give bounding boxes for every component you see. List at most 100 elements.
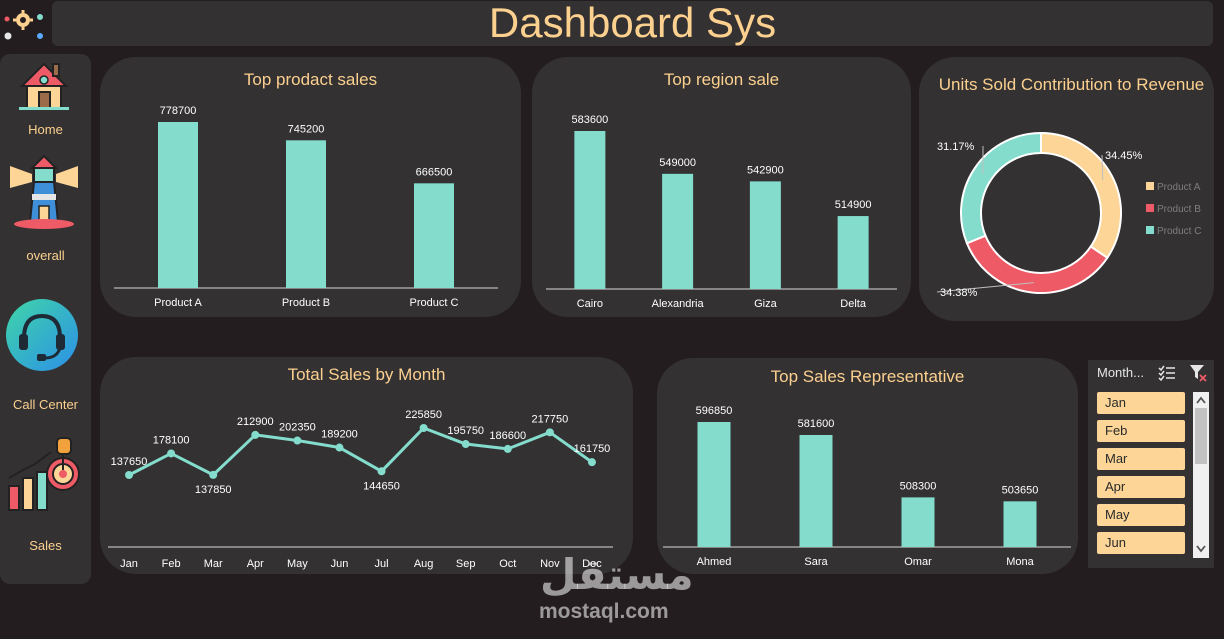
sidebar-item-call-center[interactable]: Call Center <box>0 292 91 416</box>
data-label: 549000 <box>659 157 696 169</box>
data-label: 202350 <box>279 422 316 434</box>
percent-label: 34.38% <box>940 287 978 299</box>
data-label: 161750 <box>574 443 611 455</box>
donut-slice <box>960 131 1042 245</box>
slicer-item-jun[interactable]: Jun <box>1097 532 1185 554</box>
x-tick-label: Omar <box>904 556 932 568</box>
watermark: mostaql.com <box>539 600 669 623</box>
scroll-down-icon[interactable] <box>1196 545 1206 553</box>
data-point <box>125 471 134 479</box>
data-label: 778700 <box>160 105 197 117</box>
bar <box>837 216 869 289</box>
data-point <box>587 458 596 467</box>
sidebar-item-sales[interactable]: Sales <box>0 434 91 554</box>
x-tick-label: Mar <box>204 558 223 570</box>
chart-title: Total Sales by Month <box>287 365 446 384</box>
bar <box>1003 501 1037 547</box>
x-tick-label: Product A <box>154 297 202 309</box>
data-point <box>377 467 386 476</box>
bar <box>697 422 731 547</box>
x-tick-label: Sara <box>804 556 828 568</box>
x-tick-label: Mona <box>1006 556 1034 568</box>
slicer-item-may[interactable]: May <box>1097 504 1185 526</box>
data-label: 503650 <box>1002 484 1039 496</box>
percent-label: 34.45% <box>1105 150 1143 162</box>
data-point <box>545 428 554 437</box>
sales-rep-chart: 596850 Ahmed 581600 Sara 508300 Omar 503650 Mon… <box>663 405 1071 568</box>
sidebar-item-overall[interactable]: overall <box>0 150 91 270</box>
legend-swatch <box>1146 204 1154 212</box>
data-point <box>167 449 176 458</box>
scrollbar-thumb[interactable] <box>1195 408 1207 464</box>
data-label: 217750 <box>532 413 569 425</box>
clear-filter-icon[interactable] <box>1189 364 1207 382</box>
x-tick-label: Oct <box>499 558 516 570</box>
x-tick-label: Apr <box>247 558 264 570</box>
donut-slice <box>965 234 1109 294</box>
x-tick-label: Ahmed <box>697 556 732 568</box>
bar <box>286 140 326 288</box>
x-tick-label: Alexandria <box>652 298 705 310</box>
data-label: 137850 <box>195 484 232 496</box>
monthly-sales-chart: 137650 Jan 178100 Feb 137850 Mar 212900 Apr 2023… <box>108 409 613 570</box>
settings-gears-icon[interactable] <box>0 0 50 46</box>
x-tick-label: Jul <box>375 558 389 570</box>
units-contribution-chart: 34.45% 34.38% 31.17% Product A Product B Prod… <box>936 131 1201 299</box>
slicer-item-jan[interactable]: Jan <box>1097 392 1185 414</box>
x-tick-label: Dec <box>582 558 602 570</box>
data-point <box>209 470 218 479</box>
data-point <box>503 444 512 453</box>
data-label: 212900 <box>237 416 274 428</box>
bar <box>574 131 606 289</box>
x-tick-label: Jan <box>120 558 138 570</box>
bar <box>414 183 454 288</box>
percent-label: 31.17% <box>937 141 975 153</box>
slicer-header: Month... <box>1097 365 1144 380</box>
bar <box>901 497 935 547</box>
slicer-item-apr[interactable]: Apr <box>1097 476 1185 498</box>
multi-select-icon[interactable] <box>1158 365 1176 381</box>
bar <box>749 181 781 289</box>
data-point <box>335 443 344 452</box>
x-tick-label: Feb <box>162 558 181 570</box>
data-label: 186600 <box>489 430 526 442</box>
legend-swatch <box>1146 226 1154 234</box>
lighthouse-icon <box>10 154 78 229</box>
legend-label: Product B <box>1157 204 1201 215</box>
x-tick-label: Nov <box>540 558 560 570</box>
data-label: 583600 <box>572 114 609 126</box>
sales-growth-icon <box>8 437 80 511</box>
data-label: 178100 <box>153 434 190 446</box>
chart-title: Top prodact sales <box>243 70 378 89</box>
data-label: 581600 <box>798 418 835 430</box>
legend-label: Product C <box>1157 226 1201 237</box>
chart-title: Top region sale <box>663 70 780 89</box>
x-tick-label: Product C <box>410 297 459 309</box>
house-icon <box>19 62 69 110</box>
slicer-scrollbar[interactable] <box>1193 392 1209 558</box>
data-label: 508300 <box>900 480 937 492</box>
slicer-item-feb[interactable]: Feb <box>1097 420 1185 442</box>
x-tick-label: Sep <box>456 558 476 570</box>
product-sales-chart: 778700 Product A 745200 Product B 666500 Prod… <box>114 105 498 309</box>
slicer-item-mar[interactable]: Mar <box>1097 448 1185 470</box>
sidebar-item-label: Sales <box>29 538 62 553</box>
data-point <box>461 440 470 449</box>
data-label: 745200 <box>288 123 325 135</box>
sidebar: Home overall Call C <box>0 54 91 584</box>
x-tick-label: Cairo <box>577 298 603 310</box>
headset-icon <box>6 299 78 371</box>
bar <box>799 434 833 547</box>
sidebar-item-home[interactable]: Home <box>0 54 91 144</box>
scroll-up-icon[interactable] <box>1196 396 1206 404</box>
legend-swatch <box>1146 182 1154 190</box>
data-label: 144650 <box>363 480 400 492</box>
region-sales-chart: 583600 Cairo 549000 Alexandria 542900 Giza 514… <box>546 114 897 310</box>
title-bar: Dashboard Sys <box>52 0 1213 46</box>
x-tick-label: Aug <box>414 558 434 570</box>
bar <box>662 173 694 289</box>
chart-title: Top Sales Representative <box>770 367 965 386</box>
sidebar-item-label: Call Center <box>12 397 79 412</box>
x-tick-label: Giza <box>754 298 778 310</box>
data-label: 195750 <box>447 425 484 437</box>
